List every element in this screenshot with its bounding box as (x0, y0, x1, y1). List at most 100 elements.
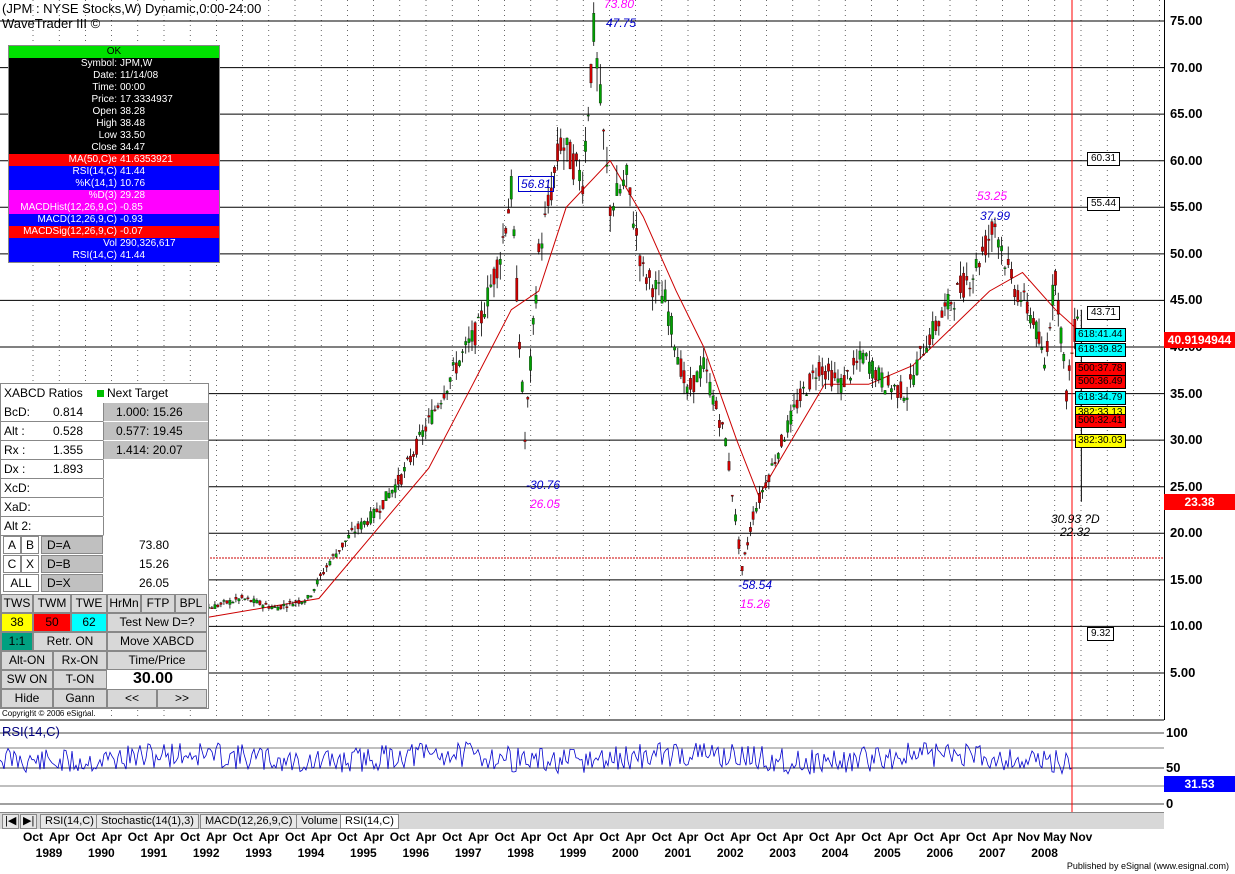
retrace-50-button[interactable]: 50 (33, 613, 71, 632)
d-mode-button[interactable]: D=A (41, 536, 103, 554)
t-on-button[interactable]: T-ON (53, 670, 107, 689)
candle-body (743, 552, 747, 555)
candle-body (461, 351, 464, 353)
month-tick: Oct (127, 830, 148, 844)
price-axis[interactable] (1164, 0, 1235, 720)
candle-body (1059, 327, 1063, 344)
tab-indicator[interactable]: RSI(14,C) (40, 814, 99, 829)
candle-body (403, 467, 406, 472)
target-value: 1.414: 20.07 (116, 443, 183, 457)
candle-body (424, 426, 428, 432)
retrace-38-button[interactable]: 38 (1, 613, 33, 632)
tab-indicator[interactable]: RSI(14,C) (340, 814, 399, 829)
move-xabcd-button[interactable]: Move XABCD (107, 632, 207, 651)
candle-body (679, 358, 683, 377)
candle-body (421, 430, 425, 437)
info-key: Time: (92, 82, 117, 93)
candle-body (489, 284, 493, 287)
select-b-button[interactable]: X (21, 555, 39, 573)
ratio-1-1-button[interactable]: 1:1 (1, 632, 33, 651)
month-tick: Oct (442, 830, 463, 844)
time-price-button[interactable]: Time/Price (107, 651, 207, 670)
candle-body (805, 394, 808, 396)
candle-body (309, 595, 313, 598)
candle-body (589, 64, 593, 84)
last-price-box: 23.38 (1164, 494, 1235, 510)
candle-body (237, 598, 241, 602)
candle-body (492, 268, 496, 285)
candle-body (877, 367, 881, 381)
candle-body (509, 176, 513, 200)
candle-body (467, 338, 471, 343)
retrace-62-button[interactable]: 62 (71, 613, 107, 632)
candle-body (470, 330, 474, 342)
candle-body (849, 377, 852, 381)
candle-body (291, 603, 295, 607)
candle-body (682, 370, 686, 384)
tool-button-tws[interactable]: TWS (1, 594, 33, 613)
sw-on-button[interactable]: SW ON (1, 670, 53, 689)
row-separator (1, 421, 103, 422)
select-a-button[interactable]: C (3, 555, 21, 573)
candle-body (433, 409, 437, 411)
candle-body (749, 526, 752, 532)
tab-indicator[interactable]: Stochastic(14(1),3) (96, 814, 199, 829)
test-new-d-button[interactable]: Test New D=? (107, 613, 207, 632)
price-tick: 20.00 (1170, 525, 1203, 541)
price-input-value[interactable]: 30.00 (133, 670, 174, 687)
prev-button[interactable]: << (107, 689, 157, 708)
candle-body (495, 259, 499, 279)
select-all-button[interactable]: ALL (3, 574, 39, 592)
tab-nav-first-icon[interactable]: |◀ (2, 814, 20, 829)
candle-body (622, 179, 625, 186)
select-b-button[interactable]: B (21, 536, 39, 554)
candle-body (264, 602, 268, 605)
candle-body (912, 375, 916, 385)
info-key: Price: (91, 94, 117, 105)
year-tick: 2003 (769, 846, 796, 860)
hide-button[interactable]: Hide (1, 689, 53, 708)
candle-body (968, 287, 972, 290)
tab-nav-last-icon[interactable]: ▶| (20, 814, 38, 829)
candle-body (952, 308, 956, 310)
candle-body (303, 600, 307, 603)
target-cell (103, 479, 208, 498)
gann-button[interactable]: Gann (53, 689, 107, 708)
alt-on-button[interactable]: Alt-ON (1, 651, 53, 670)
tab-indicator[interactable]: MACD(12,26,9,C) (200, 814, 298, 829)
target-value: 1.000: 15.26 (116, 405, 183, 419)
d-mode-button[interactable]: D=B (41, 555, 103, 573)
tool-button-hrmn[interactable]: HrMn (107, 594, 141, 613)
tab-indicator[interactable]: Volume (296, 814, 343, 829)
ma-path (43, 159, 1081, 646)
next-button[interactable]: >> (157, 689, 207, 708)
candle-body (216, 604, 220, 607)
ok-status[interactable]: OK (9, 46, 219, 58)
info-key: Symbol: (80, 58, 117, 69)
candle-body (270, 606, 274, 609)
candle-body (458, 360, 461, 366)
tool-button-twe[interactable]: TWE (71, 594, 107, 613)
candle-body (943, 302, 947, 307)
candle-body (893, 384, 896, 387)
month-tick: Apr (782, 830, 804, 844)
info-window[interactable]: OK Symbol: JPM,W Date: 11/14/08 Time: 00:00 Pr… (8, 45, 220, 263)
select-a-button[interactable]: A (3, 536, 21, 554)
row-separator (1, 478, 103, 479)
month-tick: Oct (389, 830, 410, 844)
rx-on-button[interactable]: Rx-ON (53, 651, 107, 670)
candle-body (562, 147, 566, 151)
tool-button-bpl[interactable]: BPL (175, 594, 207, 613)
candle-body (476, 316, 480, 319)
candle-body (246, 597, 250, 599)
info-key: Close (91, 142, 117, 153)
tool-button-ftp[interactable]: FTP (141, 594, 175, 613)
target-cell (103, 422, 208, 441)
candle-body (955, 283, 959, 285)
tool-button-twm[interactable]: TWM (33, 594, 71, 613)
candle-body (1048, 327, 1052, 329)
retr-on-button[interactable]: Retr. ON (33, 632, 107, 651)
target-value: 0.577: 19.45 (116, 424, 183, 438)
candle-body (451, 362, 455, 365)
d-mode-button[interactable]: D=X (41, 574, 103, 592)
